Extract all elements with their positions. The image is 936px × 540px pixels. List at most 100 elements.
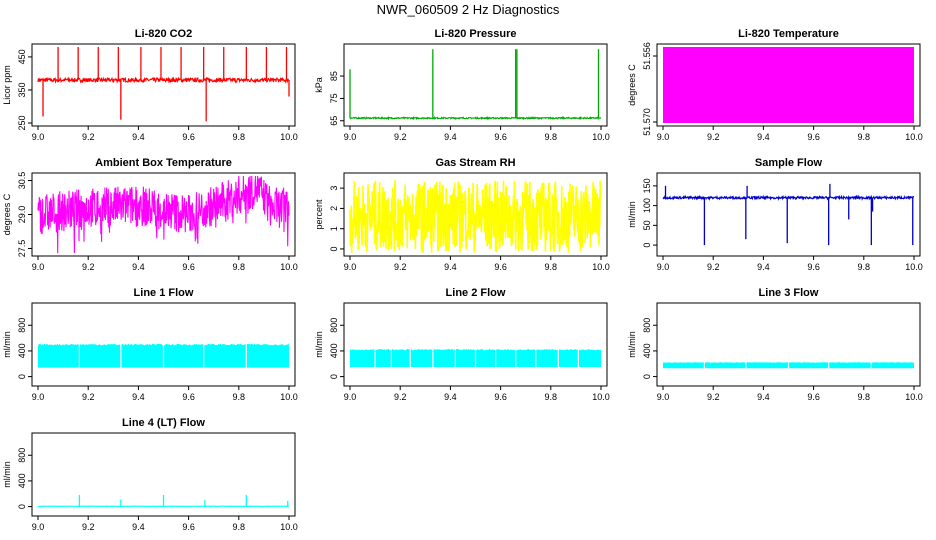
series-line <box>37 76 290 85</box>
x-tick-label: 9.0 <box>344 262 357 272</box>
y-tick-label: 800 <box>642 318 652 333</box>
x-tick-label: 10.0 <box>905 132 923 142</box>
x-tick-label: 9.8 <box>858 262 871 272</box>
panel-line2: Line 2 Flow ml/min 9.0 9.2 9.4 9.6 9.8 10.0 0 400… <box>314 287 610 402</box>
plot-frame <box>343 302 608 387</box>
x-tick-label: 9.4 <box>757 132 770 142</box>
panel-line1: Line 1 Flow ml/min 9.0 9.2 9.4 9.6 9.8 10.0 0 400… <box>2 287 298 402</box>
panel-title: Line 1 Flow <box>134 287 194 299</box>
y-axis-label: Licor ppm <box>2 65 12 105</box>
x-tick-label: 10.0 <box>592 132 610 142</box>
x-tick-label: 9.8 <box>545 132 558 142</box>
x-tick-label: 9.6 <box>494 262 507 272</box>
x-tick-label: 9.0 <box>32 392 45 402</box>
x-tick-label: 9.6 <box>182 262 195 272</box>
panel-title: Li-820 Pressure <box>435 28 517 40</box>
x-tick-label: 9.6 <box>494 392 507 402</box>
y-axis-label: ml/min <box>627 201 637 228</box>
y-tick-label: 400 <box>17 473 27 488</box>
series-line <box>662 194 915 202</box>
x-tick-label: 9.6 <box>807 392 820 402</box>
x-tick-label: 9.2 <box>394 132 407 142</box>
page-title: NWR_060509 2 Hz Diagnostics <box>376 2 560 17</box>
panel-title: Li-820 CO2 <box>135 28 192 40</box>
y-tick-label: 450 <box>17 49 27 64</box>
plot-frame <box>656 302 921 387</box>
y-tick-label: 29.0 <box>17 206 27 224</box>
x-tick-label: 9.8 <box>233 132 246 142</box>
x-tick-label: 9.8 <box>233 262 246 272</box>
y-axis-label: degrees C <box>2 193 12 235</box>
y-axis-label: ml/min <box>2 331 12 358</box>
x-tick-label: 9.0 <box>32 262 45 272</box>
y-tick-label: 0 <box>17 504 27 509</box>
x-tick-label: 9.4 <box>757 392 770 402</box>
plot-frame <box>656 172 921 257</box>
y-axis-label: ml/min <box>314 331 324 358</box>
x-tick-label: 9.2 <box>394 262 407 272</box>
x-tick-label: 9.4 <box>132 522 145 532</box>
y-axis-label: percent <box>314 199 324 230</box>
x-tick-label: 9.8 <box>545 392 558 402</box>
panel-title: Sample Flow <box>755 157 823 169</box>
y-tick-label: 800 <box>17 318 27 333</box>
x-tick-label: 9.2 <box>394 392 407 402</box>
x-tick-label: 9.4 <box>444 262 457 272</box>
y-tick-label: 150 <box>642 178 652 193</box>
y-tick-label: 85 <box>329 71 339 81</box>
panel-co2: Li-820 CO2 Licor ppm 9.0 9.2 9.4 9.6 9.8 10.0 25… <box>2 28 298 142</box>
x-tick-label: 9.6 <box>182 132 195 142</box>
y-tick-label: 51.556 <box>642 42 652 70</box>
x-tick-label: 9.2 <box>82 262 95 272</box>
x-tick-label: 9.2 <box>707 132 720 142</box>
plot-frame <box>31 432 296 517</box>
x-tick-label: 9.6 <box>807 262 820 272</box>
x-tick-label: 9.2 <box>82 522 95 532</box>
x-tick-label: 10.0 <box>280 392 298 402</box>
y-tick-label: 800 <box>17 448 27 463</box>
series-area <box>663 47 914 123</box>
panel-title: Li-820 Temperature <box>738 28 839 40</box>
panel-title: Ambient Box Temperature <box>95 157 232 169</box>
series-line <box>37 175 290 254</box>
y-tick-label: 250 <box>17 115 27 130</box>
x-tick-label: 9.8 <box>858 392 871 402</box>
panel-sample: Sample Flow ml/min 9.0 9.2 9.4 9.6 9.8 10.0 0 50 1… <box>627 157 923 272</box>
y-tick-label: 0 <box>329 246 339 251</box>
y-tick-label: 3 <box>329 186 339 191</box>
series-line <box>349 115 602 121</box>
y-tick-label: 30.5 <box>17 172 27 190</box>
x-tick-label: 9.0 <box>657 262 670 272</box>
y-tick-label: 2 <box>329 206 339 211</box>
x-tick-label: 10.0 <box>280 132 298 142</box>
x-tick-label: 9.8 <box>233 392 246 402</box>
panel-title: Gas Stream RH <box>435 157 515 169</box>
x-tick-label: 10.0 <box>592 392 610 402</box>
x-tick-label: 9.0 <box>32 132 45 142</box>
y-tick-label: 0 <box>642 374 652 379</box>
panel-line3: Line 3 Flow ml/min 9.0 9.2 9.4 9.6 9.8 10.0 0 400… <box>627 287 923 402</box>
y-tick-label: 0 <box>642 243 652 248</box>
x-tick-label: 9.6 <box>182 522 195 532</box>
x-tick-label: 9.8 <box>233 522 246 532</box>
x-tick-label: 9.2 <box>82 132 95 142</box>
y-tick-label: 75 <box>329 93 339 103</box>
x-tick-label: 9.4 <box>132 132 145 142</box>
y-tick-label: 400 <box>17 343 27 358</box>
x-tick-label: 9.4 <box>132 392 145 402</box>
y-tick-label: 51.570 <box>642 108 652 136</box>
x-tick-label: 9.6 <box>807 132 820 142</box>
panel-pressure: Li-820 Pressure kPa 9.0 9.2 9.4 9.6 9.8 10.0 65 7… <box>314 28 610 142</box>
panel-title: Line 2 Flow <box>446 287 506 299</box>
x-tick-label: 9.6 <box>182 392 195 402</box>
y-axis-label: ml/min <box>627 331 637 358</box>
y-tick-label: 0 <box>329 374 339 379</box>
x-tick-label: 10.0 <box>280 262 298 272</box>
x-tick-label: 10.0 <box>905 262 923 272</box>
y-tick-label: 350 <box>17 82 27 97</box>
x-tick-label: 9.8 <box>858 132 871 142</box>
y-tick-label: 50 <box>642 220 652 230</box>
panel-ambient: Ambient Box Temperature degrees C 9.0 9.2 9.… <box>2 157 298 272</box>
y-tick-label: 400 <box>642 343 652 358</box>
